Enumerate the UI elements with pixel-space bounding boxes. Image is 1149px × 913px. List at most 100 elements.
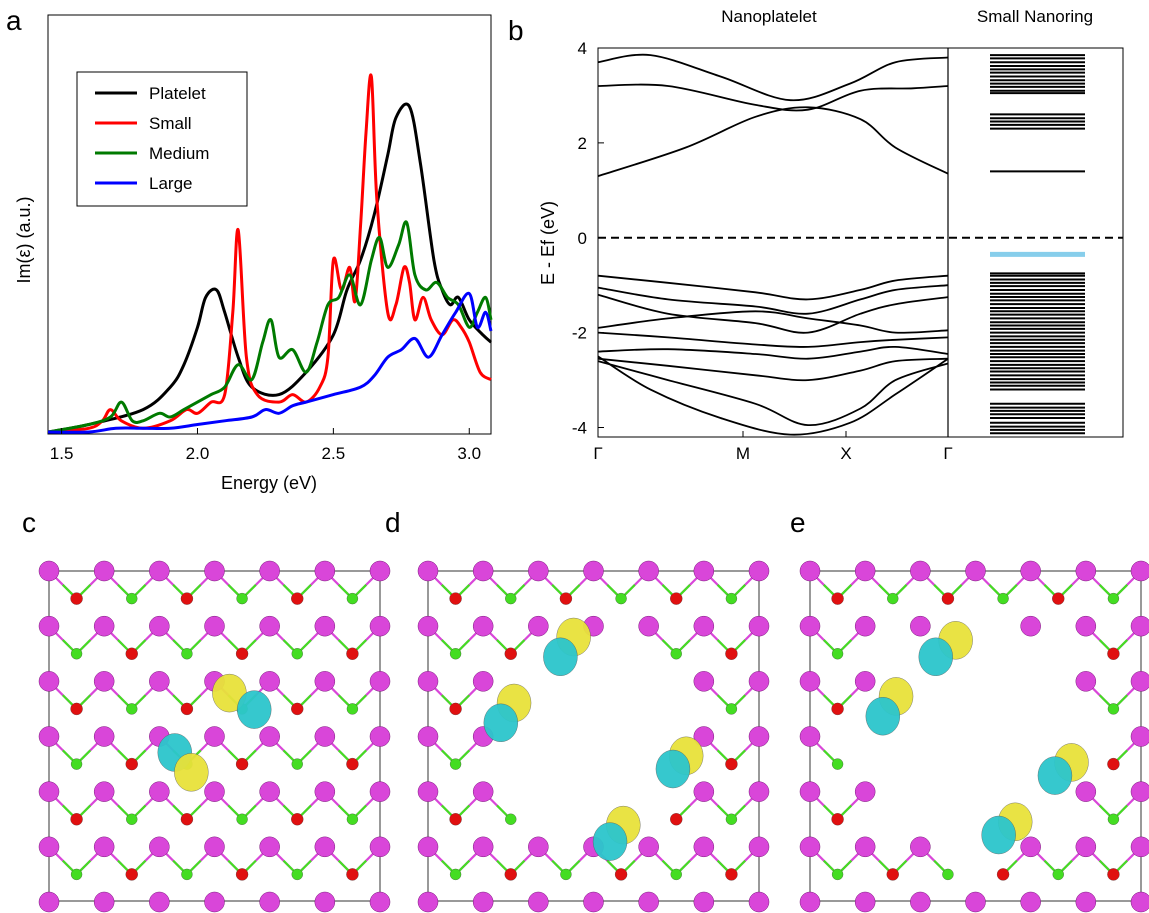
panel-a-frame (47, 14, 492, 435)
panel-d-atoms (417, 560, 770, 913)
red-atom (886, 868, 899, 881)
isosurface-cyan-lobe (1037, 756, 1073, 795)
large-atom (204, 781, 225, 802)
large-atom (799, 615, 821, 637)
red-atom (831, 813, 844, 826)
isosurface-cyan-lobe (543, 637, 578, 676)
green-atom (1052, 868, 1064, 881)
large-atom (259, 560, 280, 582)
large-atom (1130, 891, 1149, 913)
isosurface-cyan-lobe (981, 815, 1016, 855)
large-atom (799, 560, 821, 582)
green-atom (670, 868, 682, 881)
panel-b-frame (597, 47, 1124, 438)
red-atom (180, 813, 194, 826)
large-atom (93, 836, 115, 858)
large-atom (965, 891, 986, 913)
panel-letter-b: b (508, 15, 524, 46)
large-atom (1130, 615, 1149, 637)
large-atom (693, 726, 715, 747)
large-atom (799, 781, 821, 802)
large-atom (204, 891, 225, 913)
green-atom (181, 648, 193, 660)
isosurface-cyan-lobe (865, 697, 901, 736)
panel-a-x-ticks: 1.5 2.0 2.5 3.0 (50, 428, 481, 463)
red-atom (614, 868, 628, 881)
red-atom (831, 592, 844, 605)
green-atom (560, 868, 572, 881)
large-atom (369, 726, 391, 747)
large-atom (472, 781, 494, 802)
large-atom (38, 671, 60, 692)
red-atom (180, 592, 194, 605)
large-atom (417, 671, 439, 692)
large-atom (854, 671, 876, 692)
large-atom (799, 671, 821, 692)
large-atom (314, 671, 336, 692)
large-atom (965, 560, 986, 582)
red-atom (725, 868, 738, 881)
large-atom (369, 560, 391, 582)
large-atom (417, 615, 439, 637)
large-atom (204, 836, 225, 858)
red-atom (1052, 592, 1065, 605)
band-line-conduction (597, 106, 949, 177)
large-atom (528, 836, 549, 858)
red-atom (559, 592, 573, 605)
large-atom (417, 726, 439, 747)
band-line-valence (597, 355, 949, 436)
green-atom (1107, 813, 1120, 825)
large-atom (259, 615, 280, 637)
large-atom (1075, 615, 1097, 637)
red-atom (125, 647, 138, 660)
red-atom (291, 592, 304, 605)
red-atom (941, 592, 955, 605)
green-atom (942, 868, 954, 881)
band-line-valence (597, 357, 949, 382)
red-atom (70, 702, 83, 716)
large-atom (369, 615, 391, 637)
large-atom (693, 615, 715, 637)
large-atom (799, 836, 821, 858)
red-atom (504, 868, 517, 881)
subplot-title-small-nanoring: Small Nanoring (977, 7, 1093, 26)
large-atom (149, 891, 170, 913)
large-atom (93, 781, 115, 802)
large-atom (93, 615, 115, 637)
panel-letter-e: e (790, 507, 806, 538)
large-atom (204, 726, 225, 747)
large-atom (638, 560, 659, 582)
isosurface-yellow-lobe (174, 753, 209, 792)
large-atom (314, 560, 336, 582)
red-atom (1107, 757, 1120, 771)
x-tick-label: 3.0 (457, 444, 481, 463)
green-atom (997, 592, 1009, 605)
large-atom (314, 781, 336, 802)
large-atom (259, 836, 280, 858)
large-atom (149, 836, 170, 858)
band-line-valence (597, 331, 949, 348)
red-atom (346, 757, 359, 771)
green-atom (505, 813, 517, 825)
large-atom (314, 836, 336, 858)
green-atom (831, 648, 844, 660)
large-atom (38, 891, 60, 913)
band-line-valence (597, 345, 949, 360)
red-atom (125, 868, 138, 881)
x-tick-label: 2.0 (186, 444, 210, 463)
band-line-valence (597, 310, 949, 334)
large-atom (149, 671, 170, 692)
large-atom (38, 836, 60, 858)
panel-e-atoms (799, 560, 1149, 913)
large-atom (314, 726, 336, 747)
red-atom (1107, 647, 1120, 660)
x-tick-label: 2.5 (322, 444, 346, 463)
large-atom (854, 615, 876, 637)
k-point-label: Γ (593, 444, 602, 463)
large-atom (259, 781, 280, 802)
isosurface-cyan-lobe (918, 637, 953, 676)
red-atom (291, 813, 304, 826)
large-atom (1075, 836, 1097, 858)
red-atom (235, 868, 249, 881)
large-atom (472, 671, 494, 692)
